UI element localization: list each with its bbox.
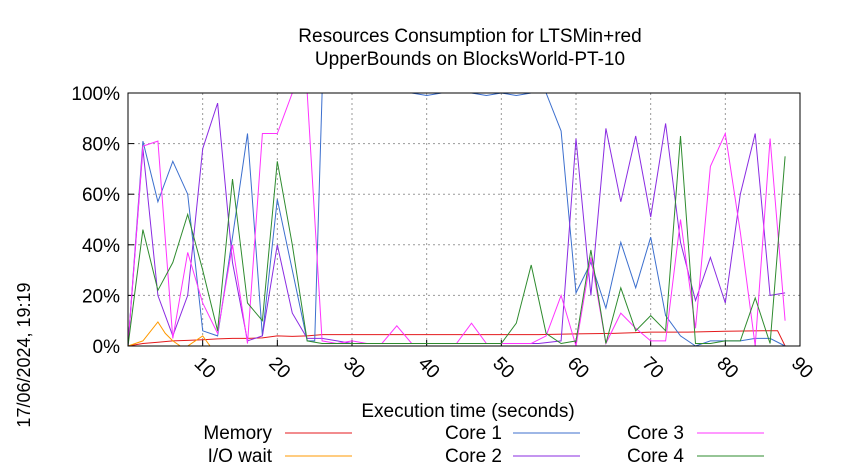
x-tick-label: 60 — [563, 353, 593, 383]
x-tick-label: 40 — [414, 353, 444, 383]
series-lines — [127, 92, 786, 347]
legend-label-core-3: Core 3 — [627, 423, 684, 444]
y-tick-label: 100% — [71, 84, 120, 105]
legend-label-i-o-wait: I/O wait — [208, 446, 273, 467]
timestamp: 17/06/2024, 19:19 — [14, 282, 34, 427]
series-line-core-4 — [127, 135, 786, 347]
y-tick-label: 0% — [93, 337, 121, 358]
x-tick-label: 80 — [712, 353, 742, 383]
legend-label-core-1: Core 1 — [445, 423, 502, 444]
legend-label-core-4: Core 4 — [627, 446, 684, 467]
x-tick-label: 90 — [787, 353, 817, 383]
x-tick-label: 70 — [638, 353, 668, 383]
legend-label-core-2: Core 2 — [445, 446, 502, 467]
legend-label-memory: Memory — [203, 423, 272, 444]
y-tick-label: 80% — [82, 135, 120, 156]
y-tick-label: 60% — [82, 185, 120, 206]
series-line-i-o-wait — [127, 321, 786, 347]
x-tick-label: 20 — [264, 353, 294, 383]
x-axis-label: Execution time (seconds) — [361, 401, 574, 422]
chart-title-line1: Resources Consumption for LTSMin+red — [298, 26, 641, 47]
y-tick-label: 20% — [82, 286, 120, 307]
plot-frame — [127, 92, 801, 347]
y-tick-labels: 0% 20% 40% 60% 80% 100% — [71, 84, 134, 358]
chart-title-line2: UpperBounds on BlocksWorld-PT-10 — [315, 49, 625, 70]
series-line-memory — [127, 330, 786, 347]
y-tick-label: 40% — [82, 236, 120, 257]
x-tick-label: 50 — [488, 353, 518, 383]
x-tick-label: 30 — [339, 353, 369, 383]
x-tick-label: 10 — [190, 353, 220, 383]
